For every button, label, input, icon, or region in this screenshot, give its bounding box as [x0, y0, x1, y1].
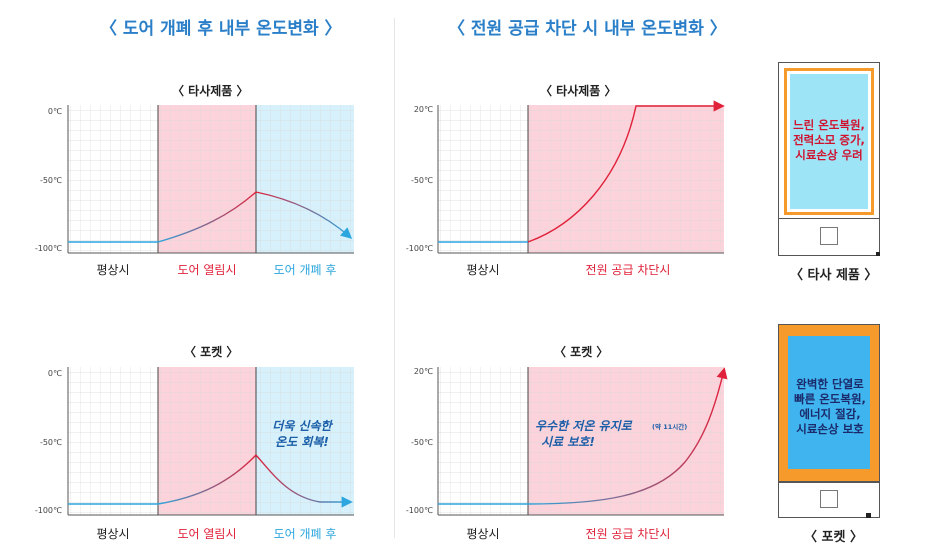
device-foot	[866, 513, 871, 518]
x-label: 전원 공급 차단시	[586, 263, 671, 277]
device-screen	[788, 336, 870, 469]
annotation-text: 우수한 저온 유지로	[535, 419, 633, 433]
device-foot	[876, 252, 880, 256]
temp-curve-after	[255, 454, 353, 508]
chart-panel-other-door: 0℃ -50℃ -100℃ 평상시 도어 열림시 도어 개폐 후	[35, 105, 354, 277]
x-label: 도어 열림시	[177, 527, 236, 541]
message-line: 느린 온도복원,	[793, 118, 865, 132]
y-tick-label: 0℃	[48, 369, 62, 378]
y-tick-label: -50℃	[40, 176, 62, 185]
message-line: 완벽한 단열로	[796, 377, 864, 391]
annotation-text: 온도 회복!	[275, 435, 329, 449]
pocket-device-message: 완벽한 단열로 빠른 온도복원, 에너지 절감, 시료손상 보호	[786, 377, 874, 437]
temp-curve-power-off	[527, 100, 725, 243]
message-line: 시료손상 보호	[796, 422, 864, 436]
panel-subtitle: 〈 포켓 〉	[184, 345, 239, 359]
x-label: 전원 공급 차단시	[586, 527, 671, 541]
message-line: 전력소모 증가,	[793, 133, 865, 147]
chart-panel-pocket-power: 20℃ -50℃ -100℃ 우수한 저온 유지로 (약 11시간) 시료 보호…	[406, 367, 728, 541]
grid	[68, 367, 354, 515]
message-line: 에너지 절감,	[799, 407, 861, 421]
temp-curve-after	[255, 191, 353, 239]
x-label: 평상시	[466, 527, 499, 541]
x-label: 평상시	[96, 263, 129, 277]
panel-subtitle: 〈 포켓 〉	[554, 345, 609, 359]
temp-curve-open	[157, 454, 257, 505]
device-handle	[820, 227, 838, 245]
pocket-device-label: 〈 포켓 〉	[804, 530, 863, 545]
section-divider	[394, 18, 395, 538]
other-device-illustration	[778, 62, 880, 256]
y-tick-label: 20℃	[414, 105, 433, 114]
y-tick-label: -100℃	[406, 506, 433, 515]
grid	[68, 105, 354, 253]
y-tick-label: 20℃	[414, 367, 433, 376]
x-label: 평상시	[466, 263, 499, 277]
x-label: 평상시	[96, 527, 129, 541]
device-handle	[820, 490, 838, 508]
message-line: 시료손상 우려	[795, 148, 863, 162]
panel-subtitle: 〈 타사제품 〉	[540, 84, 617, 98]
x-label: 도어 개폐 후	[274, 527, 337, 541]
grid	[438, 105, 724, 253]
message-line: 빠른 온도복원,	[794, 392, 866, 406]
temp-curve-open	[157, 191, 257, 243]
y-tick-label: -50℃	[411, 438, 433, 447]
annotation-small-text: (약 11시간)	[652, 422, 687, 431]
annotation-text: 시료 보호!	[541, 435, 595, 449]
chart-panel-other-power: 20℃ -50℃ -100℃ 평상시 전원 공급 차단시	[406, 100, 725, 277]
y-tick-label: -100℃	[35, 244, 62, 253]
pocket-device-illustration	[778, 324, 882, 520]
chart-panel-pocket-door: 0℃ -50℃ -100℃ 더욱 신속한 온도 회복! 평상시 도어 열림시 도…	[35, 367, 354, 541]
grid	[438, 367, 724, 515]
y-tick-label: -50℃	[411, 176, 433, 185]
other-device-message: 느린 온도복원, 전력소모 증가, 시료손상 우려	[784, 118, 874, 163]
x-label: 도어 개폐 후	[274, 263, 337, 277]
right-title: 〈 전원 공급 차단 시 내부 온도변화 〉	[448, 19, 727, 39]
temp-curve-power-off	[527, 367, 728, 505]
x-label: 도어 열림시	[177, 263, 236, 277]
y-tick-label: -50℃	[40, 438, 62, 447]
y-tick-label: 0℃	[48, 107, 62, 116]
annotation-text: 더욱 신속한	[272, 419, 333, 433]
panel-subtitle: 〈 타사제품 〉	[172, 84, 249, 98]
other-device-label: 〈 타사 제품 〉	[790, 268, 878, 283]
device-screen	[790, 74, 868, 209]
y-tick-label: -100℃	[35, 506, 62, 515]
left-title: 〈 도어 개폐 후 내부 온도변화 〉	[100, 19, 342, 39]
y-tick-label: -100℃	[406, 244, 433, 253]
